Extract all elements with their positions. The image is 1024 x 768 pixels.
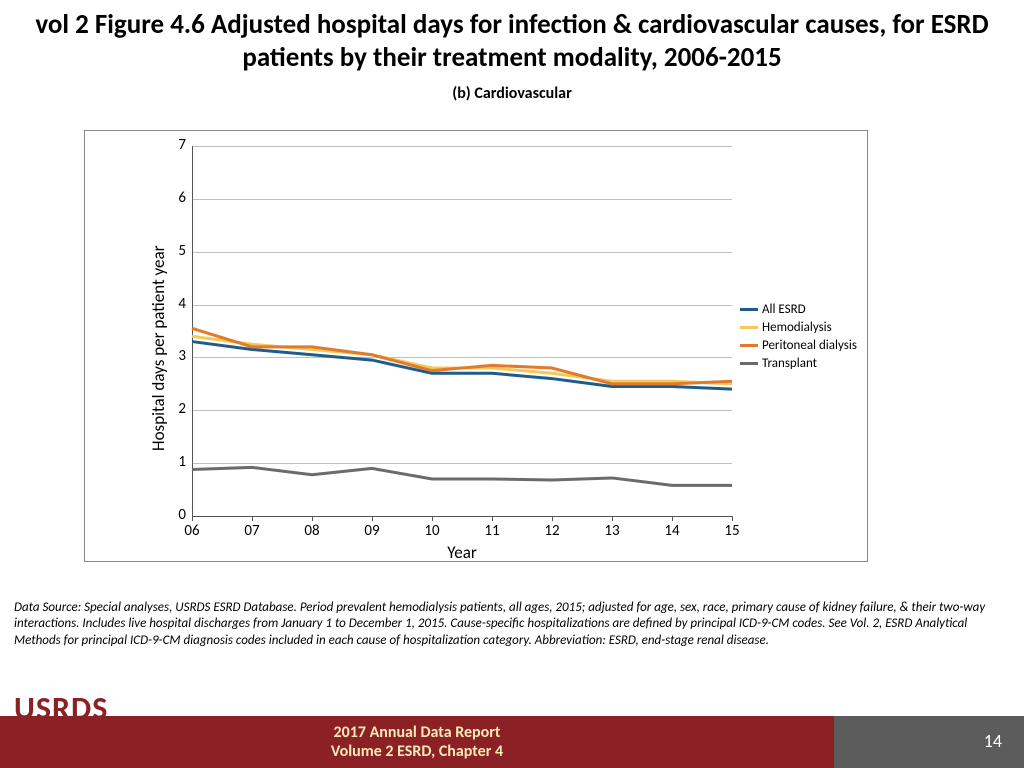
x-tick: 11 <box>478 522 506 540</box>
x-axis-label: Year <box>192 542 732 563</box>
legend-item: Peritoneal dialysis <box>740 336 857 354</box>
series-line <box>192 328 732 384</box>
legend-item: Transplant <box>740 354 857 372</box>
x-tick: 08 <box>298 522 326 540</box>
x-tick: 12 <box>538 522 566 540</box>
x-tick: 15 <box>718 522 746 540</box>
legend-item: All ESRD <box>740 300 857 318</box>
legend: All ESRDHemodialysisPeritoneal dialysisT… <box>740 300 857 372</box>
footer-line1: 2017 Annual Data Report <box>334 723 501 742</box>
x-tick: 13 <box>598 522 626 540</box>
footer: 2017 Annual Data Report Volume 2 ESRD, C… <box>0 716 1024 768</box>
x-tick: 06 <box>178 522 206 540</box>
y-tick: 7 <box>164 136 186 154</box>
series-line <box>192 336 732 384</box>
chart-subtitle: (b) Cardiovascular <box>0 84 1024 103</box>
series-line <box>192 467 732 485</box>
x-tick: 07 <box>238 522 266 540</box>
y-tick: 6 <box>164 189 186 207</box>
page-number: 14 <box>984 730 1002 752</box>
x-tick: 09 <box>358 522 386 540</box>
page-title: vol 2 Figure 4.6 Adjusted hospital days … <box>0 0 1024 78</box>
y-tick: 1 <box>164 453 186 471</box>
data-source-note: Data Source: Special analyses, USRDS ESR… <box>14 600 1010 649</box>
x-tick: 14 <box>658 522 686 540</box>
footer-line2: Volume 2 ESRD, Chapter 4 <box>331 742 503 761</box>
legend-item: Hemodialysis <box>740 318 857 336</box>
y-axis-label: Hospital days per patient year <box>148 245 169 451</box>
plot-area <box>192 146 732 516</box>
x-tick: 10 <box>418 522 446 540</box>
